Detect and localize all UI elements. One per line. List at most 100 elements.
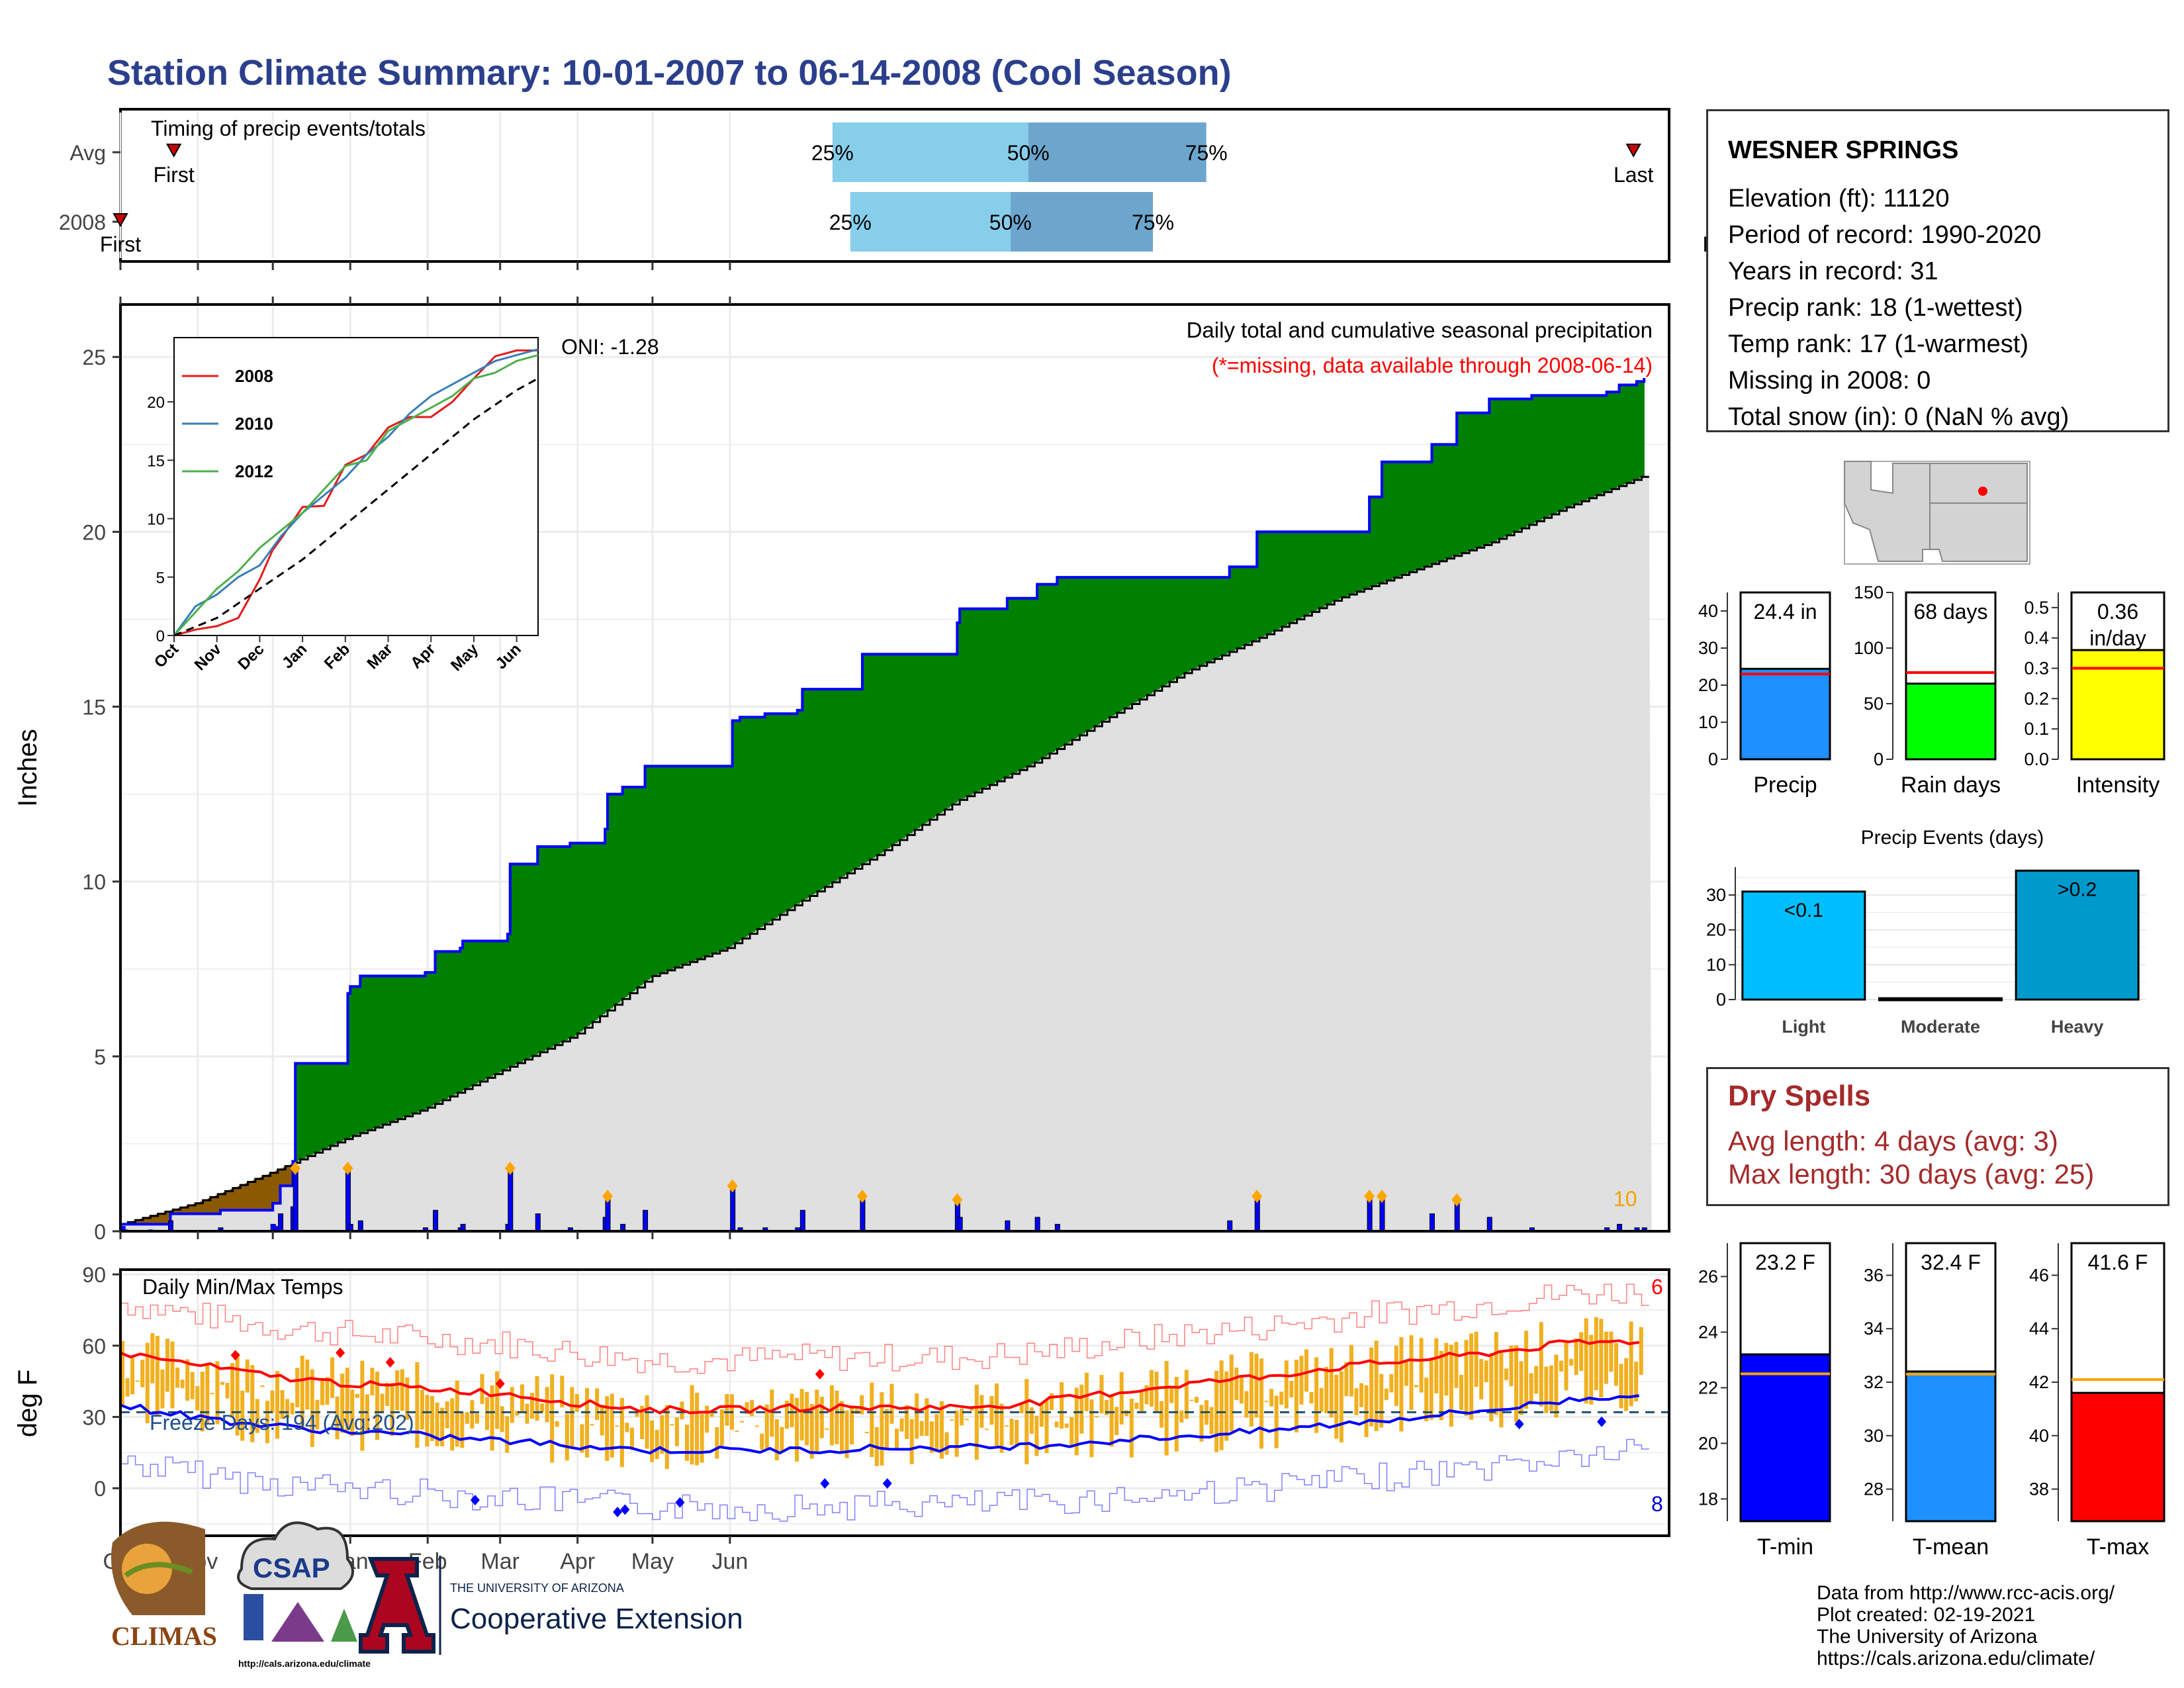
record-high-marker: [495, 1378, 505, 1389]
small-ytick-label: 0.0: [2024, 749, 2049, 769]
above-average-fill: [817, 689, 821, 892]
timing-panel: Timing of precip events/totals Avg 25% 50%…: [59, 108, 1743, 270]
above-average-fill: [1107, 577, 1111, 719]
above-average-fill: [450, 951, 453, 1097]
above-average-fill: [684, 766, 688, 964]
daily-temp-bar: [495, 1371, 500, 1429]
above-average-fill: [752, 717, 756, 933]
small-ytick-label: 38: [2029, 1479, 2049, 1499]
below-average-fill: [135, 1220, 139, 1225]
daily-temp-bar: [355, 1393, 359, 1398]
above-average-fill: [1142, 577, 1146, 698]
above-average-fill: [1294, 532, 1298, 621]
above-average-fill: [799, 710, 803, 902]
precip-ylabel: Inches: [13, 729, 42, 807]
above-average-fill: [944, 654, 948, 810]
record-high-line: [120, 1284, 1649, 1374]
daily-temp-bar: [1474, 1331, 1479, 1387]
above-average-fill: [790, 714, 793, 909]
above-average-fill: [565, 846, 569, 1041]
timing-bar-upper: [1028, 122, 1206, 182]
daily-temp-bar: [1339, 1371, 1343, 1443]
daily-temp-bar: [1569, 1358, 1574, 1366]
events-xtick-label: Light: [1782, 1017, 1825, 1037]
above-average-fill: [1127, 577, 1130, 707]
above-average-fill: [1094, 577, 1098, 727]
below-average-fill: [158, 1213, 161, 1225]
small-bar-label: 0.36: [2097, 600, 2138, 624]
above-average-fill: [987, 608, 991, 786]
above-average-fill: [1359, 532, 1363, 591]
daily-temp-bar: [1424, 1378, 1429, 1421]
above-average-fill: [1189, 577, 1193, 671]
above-average-fill: [457, 951, 461, 1093]
above-average-fill: [880, 654, 883, 854]
above-average-fill: [1574, 395, 1577, 504]
temp-xtick-label: Jun: [711, 1549, 748, 1574]
record-low-marker: [613, 1507, 623, 1518]
precip-subtitle: (*=missing, data available through 2008-…: [1212, 353, 1653, 377]
below-average-fill: [208, 1198, 211, 1214]
daily-temp-bar: [240, 1390, 245, 1441]
daily-temp-bar: [760, 1433, 764, 1450]
daily-temp-bar: [1399, 1337, 1404, 1432]
above-average-fill: [330, 1063, 334, 1146]
above-average-fill: [729, 766, 733, 947]
daily-temp-bar: [1105, 1399, 1109, 1415]
ua-small-text: THE UNIVERSITY OF ARIZONA: [450, 1581, 624, 1595]
above-average-fill: [1606, 392, 1610, 491]
above-average-fill: [645, 766, 648, 982]
above-average-fill: [889, 654, 893, 847]
daily-temp-bar: [500, 1406, 504, 1432]
above-average-fill: [360, 976, 363, 1133]
daily-temp-bar: [1579, 1332, 1584, 1371]
daily-precip-bar: [1005, 1220, 1011, 1232]
small-bar-category: Rain days: [1901, 773, 2001, 798]
daily-temp-bar: [1084, 1372, 1089, 1411]
above-average-fill: [740, 717, 743, 941]
above-average-fill: [1077, 577, 1080, 737]
above-average-fill: [707, 766, 711, 956]
daily-temp-bar: [725, 1393, 729, 1426]
above-average-fill: [415, 976, 418, 1113]
daily-temp-bar: [585, 1387, 590, 1458]
daily-temp-bar: [1539, 1322, 1543, 1407]
above-average-fill: [727, 766, 731, 949]
above-average-fill: [1192, 577, 1195, 670]
above-average-fill: [345, 1063, 349, 1139]
above-average-fill: [1451, 444, 1455, 557]
below-average-fill: [235, 1187, 238, 1211]
daily-temp-bar: [540, 1403, 545, 1413]
above-average-fill: [705, 766, 708, 957]
small-ytick-label: 40: [2029, 1426, 2049, 1446]
above-average-fill: [1504, 399, 1508, 537]
above-average-fill: [475, 941, 478, 1084]
above-average-fill: [1569, 395, 1572, 506]
station-years: Years in record: 31: [1728, 258, 1938, 285]
above-average-fill: [1124, 577, 1128, 709]
above-average-fill: [672, 766, 676, 969]
avg-cumulative-line: [120, 475, 1649, 1225]
daily-temp-bar: [1069, 1417, 1074, 1448]
above-average-fill: [982, 608, 985, 789]
above-average-fill: [822, 689, 825, 889]
timing-first-label: First: [154, 163, 195, 187]
daily-temp-bar: [1060, 1382, 1064, 1429]
above-average-fill: [1396, 461, 1400, 577]
below-average-fill: [198, 1202, 201, 1214]
above-average-fill: [925, 654, 928, 823]
daily-temp-bar: [380, 1393, 385, 1413]
above-average-fill: [1349, 532, 1353, 595]
daily-temp-bar: [1169, 1387, 1174, 1403]
avg-min-line: [120, 1394, 1640, 1455]
daily-temp-bar: [1364, 1385, 1369, 1437]
above-average-fill: [397, 976, 401, 1119]
daily-temp-bar: [560, 1376, 565, 1408]
daily-temp-bar: [899, 1418, 904, 1432]
above-average-fill: [922, 654, 925, 825]
above-average-fill: [487, 941, 491, 1078]
daily-temp-bar: [1294, 1360, 1298, 1432]
above-average-fill: [1282, 532, 1285, 627]
above-average-fill: [1092, 577, 1095, 728]
above-average-fill: [508, 933, 511, 1068]
